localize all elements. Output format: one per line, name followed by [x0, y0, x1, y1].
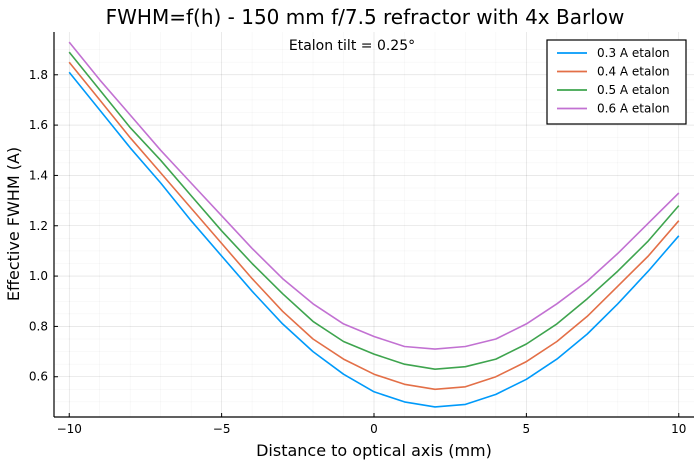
y-tick-label: 1.0: [29, 269, 48, 283]
x-tick-label: 5: [523, 422, 531, 436]
y-axis-label: Effective FWHM (A): [4, 147, 23, 301]
y-tick-label: 1.6: [29, 118, 48, 132]
axes: [53, 32, 694, 418]
series-line: [68, 41, 680, 350]
legend-label: 0.6 A etalon: [597, 102, 670, 116]
legend-label: 0.3 A etalon: [597, 46, 670, 60]
x-tick-label: −10: [57, 422, 82, 436]
legend-box: [546, 39, 687, 125]
y-tick-label: 0.8: [29, 319, 48, 333]
tick-labels: −10 −5 0 5 10 0.6 0.8 1.0 1.2 1.4 1.6 1.8: [29, 68, 686, 436]
x-axis-label: Distance to optical axis (mm): [256, 441, 492, 460]
series-line: [68, 51, 680, 371]
x-tick-label: 0: [370, 422, 378, 436]
etalon-tilt-annotation: Etalon tilt = 0.25°: [289, 38, 415, 54]
x-tick-label: −5: [213, 422, 231, 436]
series-line: [68, 61, 680, 391]
series-line: [68, 71, 680, 408]
y-tick-label: 1.8: [29, 68, 48, 82]
series-lines: [68, 41, 680, 408]
legend-label: 0.4 A etalon: [597, 65, 670, 79]
legend-label: 0.5 A etalon: [597, 83, 670, 97]
y-tick-label: 0.6: [29, 370, 48, 384]
y-tick-label: 1.4: [29, 168, 48, 182]
legend: 0.3 A etalon 0.4 A etalon 0.5 A etalon 0.6 …: [546, 39, 687, 125]
chart-title: FWHM=f(h) - 150 mm f/7.5 refractor with …: [106, 5, 625, 29]
x-tick-label: 10: [671, 422, 686, 436]
y-tick-label: 1.2: [29, 219, 48, 233]
